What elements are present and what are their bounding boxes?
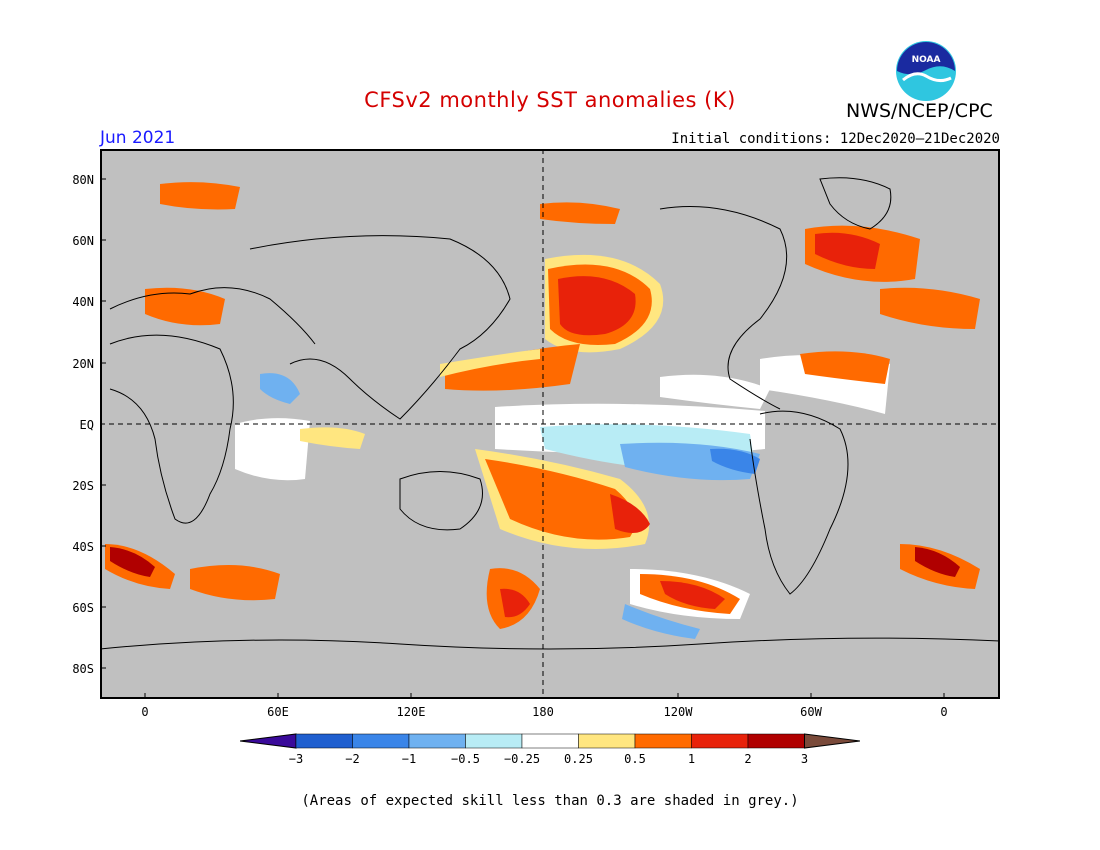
colorbar-tick-label: 0.5 — [624, 752, 646, 766]
lon-label: 120E — [396, 705, 426, 719]
colorbar-max-arrow — [804, 733, 861, 749]
lon-label: 120W — [663, 705, 693, 719]
colorbar-segment — [634, 733, 692, 749]
lat-label: EQ — [79, 418, 94, 432]
initial-conditions: Initial conditions: 12Dec2020–21Dec2020 — [671, 131, 1000, 147]
footnote: (Areas of expected skill less than 0.3 a… — [301, 793, 799, 809]
colorbar-tick-label: −1 — [401, 752, 417, 766]
colorbar — [239, 733, 861, 763]
colorbar-tick-label: 3 — [800, 752, 809, 766]
colorbar-segment — [691, 733, 749, 749]
lat-label: 20N — [72, 357, 94, 371]
lon-label: 0 — [940, 705, 948, 719]
lat-label: 40N — [72, 295, 94, 309]
lon-label: 60E — [267, 705, 289, 719]
lat-label: 80S — [72, 662, 94, 676]
lat-label: 80N — [72, 173, 94, 187]
colorbar-segment — [408, 733, 466, 749]
svg-text:NOAA: NOAA — [912, 55, 941, 65]
agency-label: NWS/NCEP/CPC — [846, 100, 993, 122]
colorbar-tick-label: −3 — [288, 752, 304, 766]
lon-label: 60W — [800, 705, 822, 719]
sst-anomaly-map — [99, 149, 1001, 699]
lon-label: 0 — [141, 705, 149, 719]
map-frame — [100, 149, 1000, 699]
lat-label: 60S — [72, 601, 94, 615]
anomaly-patches — [105, 182, 980, 639]
colorbar-segment — [465, 733, 523, 749]
colorbar-tick-label: −0.25 — [503, 752, 541, 766]
colorbar-segment — [295, 733, 353, 749]
colorbar-tick-label: 0.25 — [564, 752, 593, 766]
colorbar-tick-label: 2 — [744, 752, 752, 766]
lat-label: 60N — [72, 234, 94, 248]
colorbar-segment — [521, 733, 579, 749]
colorbar-tick-label: −2 — [345, 752, 360, 766]
colorbar-segment — [578, 733, 636, 749]
colorbar-segment — [747, 733, 805, 749]
lat-label: 20S — [72, 479, 94, 493]
forecast-month: Jun 2021 — [100, 128, 176, 148]
lat-label: 40S — [72, 540, 94, 554]
colorbar-min-arrow — [239, 733, 297, 749]
colorbar-tick-label: −0.5 — [451, 752, 480, 766]
colorbar-segment — [352, 733, 410, 749]
chart-title: CFSv2 monthly SST anomalies (K) — [364, 88, 736, 112]
lon-label: 180 — [532, 705, 554, 719]
noaa-logo: NOAA — [895, 40, 957, 102]
colorbar-tick-label: 1 — [687, 752, 696, 766]
ticks — [100, 178, 945, 699]
